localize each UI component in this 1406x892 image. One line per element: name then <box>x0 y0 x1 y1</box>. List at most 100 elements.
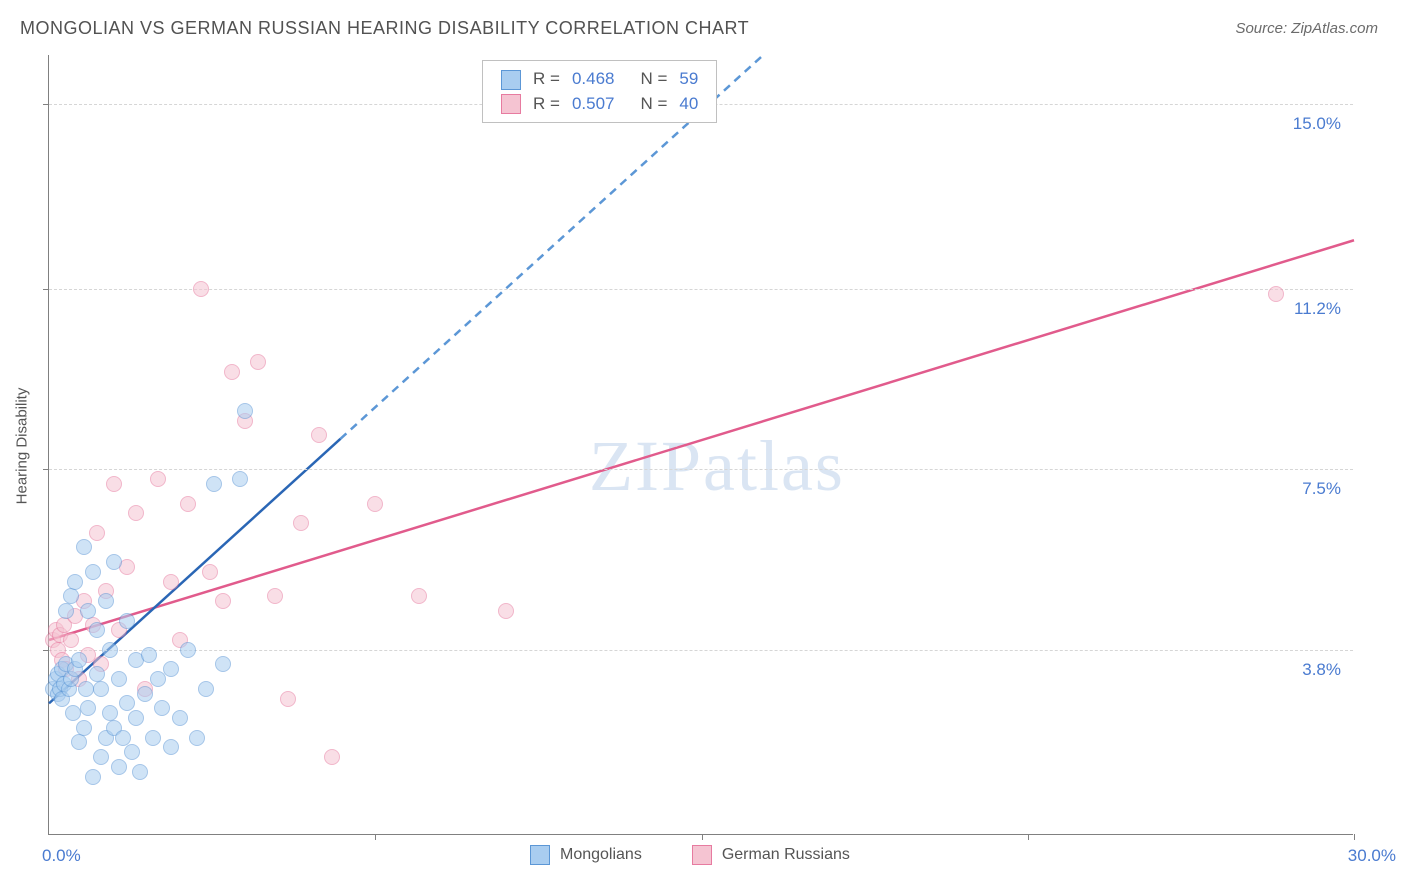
point-mongolians <box>80 603 96 619</box>
point-german-russians <box>163 574 179 590</box>
point-mongolians <box>206 476 222 492</box>
point-mongolians <box>163 661 179 677</box>
point-mongolians <box>106 554 122 570</box>
point-german-russians <box>202 564 218 580</box>
y-tick-label: 3.8% <box>1302 660 1341 680</box>
point-mongolians <box>89 666 105 682</box>
point-mongolians <box>71 734 87 750</box>
point-mongolians <box>93 749 109 765</box>
point-mongolians <box>111 671 127 687</box>
y-tick <box>43 289 49 290</box>
point-mongolians <box>132 764 148 780</box>
point-mongolians <box>237 403 253 419</box>
point-mongolians <box>80 700 96 716</box>
point-german-russians <box>250 354 266 370</box>
point-german-russians <box>324 749 340 765</box>
swatch-german-russians <box>501 94 521 114</box>
point-german-russians <box>280 691 296 707</box>
point-mongolians <box>232 471 248 487</box>
point-mongolians <box>89 622 105 638</box>
point-mongolians <box>58 603 74 619</box>
x-tick <box>1028 834 1029 840</box>
swatch-german-russians <box>692 845 712 865</box>
swatch-mongolians <box>530 845 550 865</box>
point-german-russians <box>367 496 383 512</box>
gridline <box>49 469 1353 470</box>
y-tick <box>43 469 49 470</box>
trend-lines-layer <box>49 55 1354 835</box>
point-mongolians <box>85 769 101 785</box>
point-german-russians <box>267 588 283 604</box>
n-label: N = <box>634 67 673 92</box>
x-tick <box>1354 834 1355 840</box>
point-german-russians <box>293 515 309 531</box>
point-german-russians <box>63 632 79 648</box>
series-legend: Mongolians German Russians <box>530 845 850 865</box>
y-axis-label: Hearing Disability <box>14 388 31 505</box>
point-mongolians <box>137 686 153 702</box>
point-mongolians <box>119 695 135 711</box>
point-mongolians <box>98 593 114 609</box>
x-axis-min-label: 0.0% <box>42 846 81 866</box>
point-mongolians <box>102 642 118 658</box>
y-tick-label: 15.0% <box>1293 114 1341 134</box>
point-mongolians <box>154 700 170 716</box>
point-mongolians <box>115 730 131 746</box>
point-mongolians <box>67 574 83 590</box>
point-mongolians <box>124 744 140 760</box>
point-german-russians <box>215 593 231 609</box>
y-tick <box>43 650 49 651</box>
point-german-russians <box>150 471 166 487</box>
watermark-text: ZIPatlas <box>589 425 845 508</box>
point-mongolians <box>78 681 94 697</box>
point-mongolians <box>63 588 79 604</box>
point-mongolians <box>180 642 196 658</box>
point-mongolians <box>65 705 81 721</box>
gridline <box>49 289 1353 290</box>
series-label-mongolians: Mongolians <box>560 846 642 864</box>
r-label: R = <box>527 92 566 117</box>
series-label-german-russians: German Russians <box>722 846 850 864</box>
point-mongolians <box>198 681 214 697</box>
chart-title: MONGOLIAN VS GERMAN RUSSIAN HEARING DISA… <box>20 18 749 39</box>
point-mongolians <box>189 730 205 746</box>
n-value-mongolians: 59 <box>673 67 704 92</box>
point-german-russians <box>311 427 327 443</box>
trend-line <box>49 240 1354 640</box>
point-mongolians <box>172 710 188 726</box>
gridline <box>49 650 1353 651</box>
point-mongolians <box>85 564 101 580</box>
point-mongolians <box>119 613 135 629</box>
legend-row-mongolians: R = 0.468 N = 59 <box>495 67 704 92</box>
correlation-legend: R = 0.468 N = 59 R = 0.507 N = 40 <box>482 60 717 123</box>
point-mongolians <box>71 652 87 668</box>
point-german-russians <box>224 364 240 380</box>
chart-plot-area: ZIPatlas 3.8% 7.5% 11.2% 15.0% <box>48 55 1353 835</box>
point-german-russians <box>106 476 122 492</box>
point-mongolians <box>76 539 92 555</box>
point-german-russians <box>1268 286 1284 302</box>
point-german-russians <box>128 505 144 521</box>
point-german-russians <box>498 603 514 619</box>
point-german-russians <box>180 496 196 512</box>
point-mongolians <box>163 739 179 755</box>
point-mongolians <box>102 705 118 721</box>
y-tick-label: 7.5% <box>1302 479 1341 499</box>
point-mongolians <box>128 710 144 726</box>
source-attribution: Source: ZipAtlas.com <box>1235 20 1378 37</box>
point-mongolians <box>76 720 92 736</box>
swatch-mongolians <box>501 70 521 90</box>
point-mongolians <box>145 730 161 746</box>
point-mongolians <box>93 681 109 697</box>
r-value-german-russians: 0.507 <box>566 92 621 117</box>
point-german-russians <box>89 525 105 541</box>
point-german-russians <box>411 588 427 604</box>
y-tick <box>43 104 49 105</box>
r-value-mongolians: 0.468 <box>566 67 621 92</box>
x-tick <box>702 834 703 840</box>
n-value-german-russians: 40 <box>673 92 704 117</box>
x-tick <box>375 834 376 840</box>
point-mongolians <box>141 647 157 663</box>
y-tick-label: 11.2% <box>1294 299 1341 319</box>
x-axis-max-label: 30.0% <box>1348 846 1396 866</box>
